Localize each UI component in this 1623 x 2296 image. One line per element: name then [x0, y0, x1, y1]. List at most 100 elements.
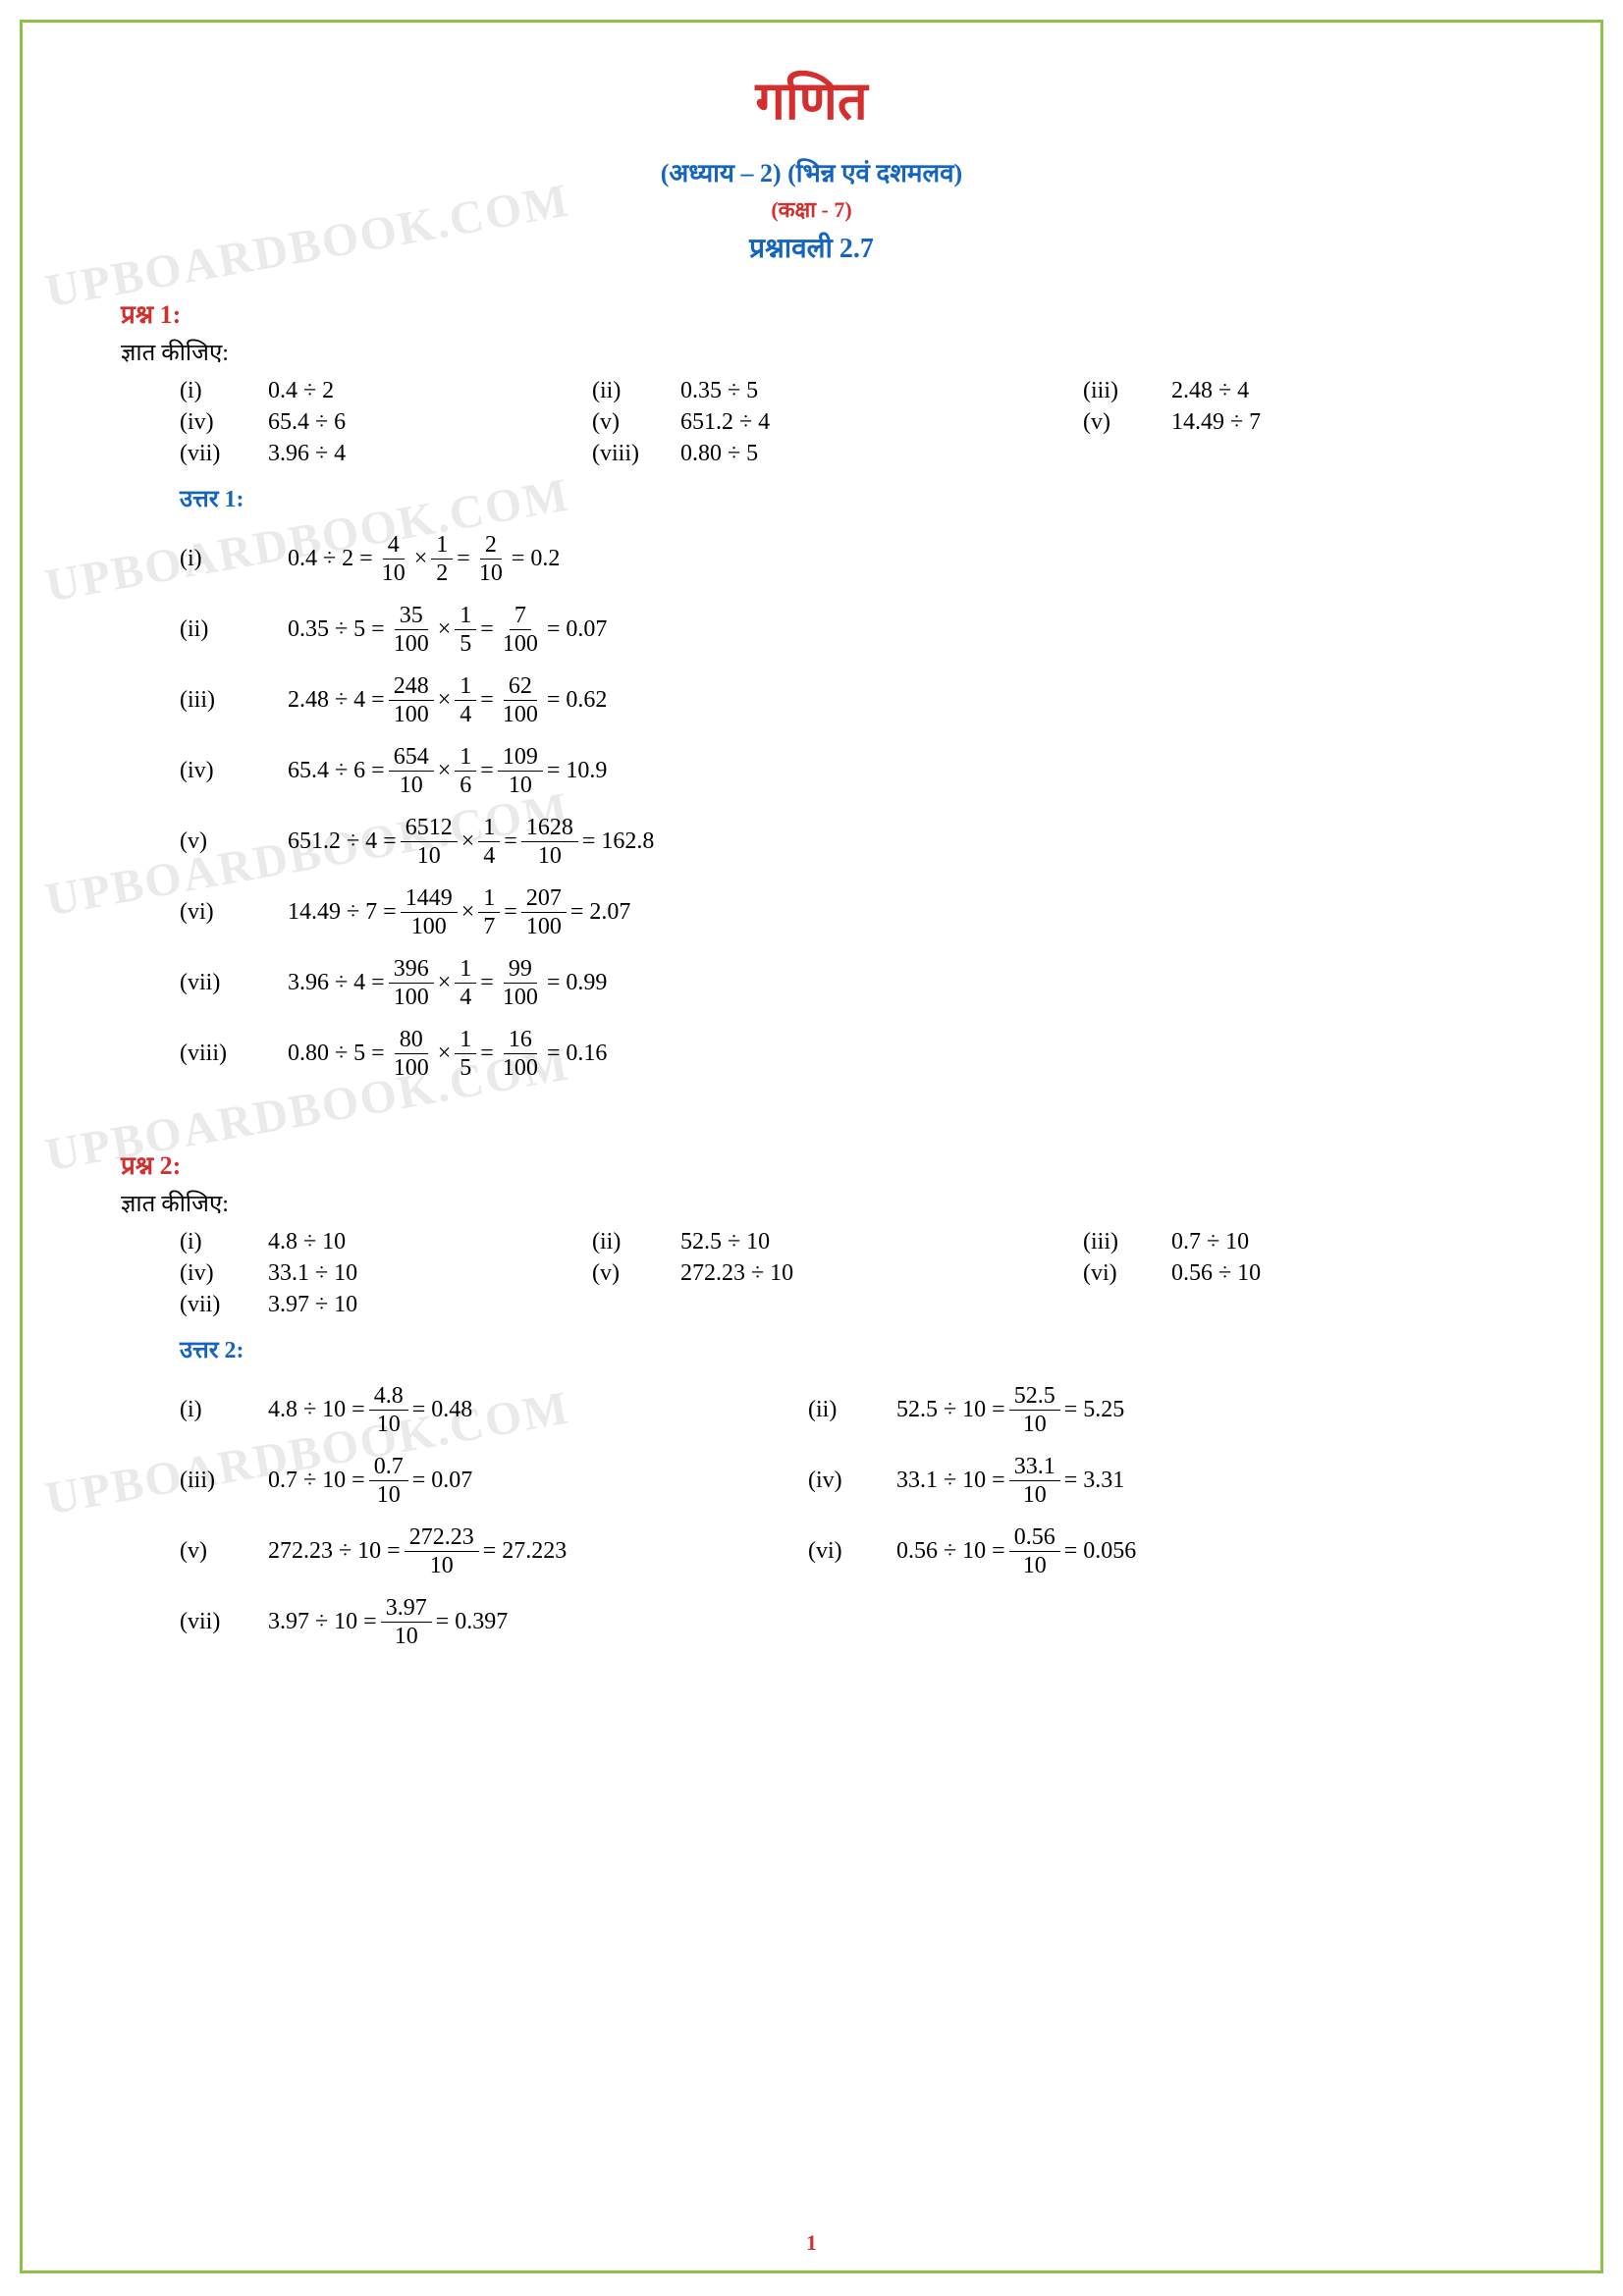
fraction: 248100	[389, 674, 434, 726]
fraction: 3.9710	[381, 1596, 432, 1648]
solution-row: (v)651.2 ÷ 4 = 651210×14=162810 = 162.8	[180, 815, 1561, 868]
class-line: (कक्षा - 7)	[62, 194, 1561, 224]
solution-expression: 33.1 ÷ 10 = 33.110 = 3.31	[896, 1455, 1124, 1507]
exercise-title: प्रश्नावली 2.7	[62, 229, 1561, 266]
roman: (viii)	[592, 441, 680, 467]
fraction: 7100	[498, 604, 543, 656]
roman: (i)	[180, 1229, 268, 1255]
q1-problem-row: (iv)65.4 ÷ 6 (v)651.2 ÷ 4 (v)14.49 ÷ 7	[180, 409, 1561, 436]
solution-expression: 0.7 ÷ 10 = 0.710 = 0.07	[268, 1455, 472, 1507]
q2-problem-row: (i)4.8 ÷ 10 (ii)52.5 ÷ 10 (iii)0.7 ÷ 10	[180, 1229, 1561, 1255]
problem-text: 0.35 ÷ 5	[680, 378, 758, 404]
q2-problem-row: (vii)3.97 ÷ 10	[180, 1292, 1561, 1318]
question-1-label: प्रश्न 1:	[121, 295, 1561, 331]
roman: (vii)	[180, 1609, 268, 1635]
roman: (vii)	[180, 441, 268, 467]
fraction: 162810	[521, 816, 578, 868]
solution-expression: 4.8 ÷ 10 = 4.810 = 0.48	[268, 1384, 472, 1436]
roman: (v)	[180, 1538, 268, 1565]
solution-expression: 0.4 ÷ 2 = 410×12=210 = 0.2	[288, 533, 560, 585]
fraction: 14	[455, 957, 476, 1009]
problem-text: 65.4 ÷ 6	[268, 409, 346, 436]
roman: (i)	[180, 378, 268, 404]
page: UPBOARDBOOK.COM UPBOARDBOOK.COM UPBOARDB…	[20, 20, 1603, 2273]
answer-1-label: उत्तर 1:	[180, 482, 1561, 514]
roman: (vi)	[180, 899, 288, 926]
fraction: 0.710	[369, 1455, 408, 1507]
fraction: 80100	[389, 1028, 434, 1080]
roman: (iii)	[1083, 378, 1171, 404]
roman: (vi)	[1083, 1260, 1171, 1287]
question-2-label: प्रश्न 2:	[121, 1147, 1561, 1182]
solution-row: (ii)0.35 ÷ 5 = 35100×15=7100 = 0.07	[180, 603, 1561, 656]
problem-text: 14.49 ÷ 7	[1171, 409, 1261, 436]
solution-expression: 3.96 ÷ 4 = 396100×14=99100 = 0.99	[288, 957, 607, 1009]
question-1-instruction: ज्ञात कीजिए:	[121, 336, 1561, 368]
roman: (iv)	[180, 758, 288, 784]
fraction: 651210	[401, 816, 458, 868]
problem-text: 0.56 ÷ 10	[1171, 1260, 1261, 1287]
fraction: 10910	[498, 745, 543, 797]
page-title: गणित	[62, 62, 1561, 134]
solution-expression: 651.2 ÷ 4 = 651210×14=162810 = 162.8	[288, 816, 654, 868]
fraction: 0.5610	[1009, 1525, 1060, 1577]
solution-row: (v)272.23 ÷ 10 = 272.2310 = 27.223(vi)0.…	[180, 1524, 1561, 1577]
fraction: 16	[455, 745, 476, 797]
fraction: 210	[474, 533, 508, 585]
fraction: 14	[478, 816, 500, 868]
roman: (v)	[592, 409, 680, 436]
problem-text: 0.80 ÷ 5	[680, 441, 758, 467]
problem-text: 4.8 ÷ 10	[268, 1229, 346, 1255]
fraction: 14	[455, 674, 476, 726]
fraction: 16100	[498, 1028, 543, 1080]
roman: (ii)	[808, 1397, 896, 1423]
q1-problem-row: (i)0.4 ÷ 2 (ii)0.35 ÷ 5 (iii)2.48 ÷ 4	[180, 378, 1561, 404]
problem-text: 0.7 ÷ 10	[1171, 1229, 1249, 1255]
problem-text: 0.4 ÷ 2	[268, 378, 334, 404]
q2-problem-row: (iv)33.1 ÷ 10 (v)272.23 ÷ 10 (vi)0.56 ÷ …	[180, 1260, 1561, 1287]
roman: (iii)	[180, 1468, 268, 1494]
roman: (iii)	[1083, 1229, 1171, 1255]
solution-row: (vii)3.96 ÷ 4 = 396100×14=99100 = 0.99	[180, 956, 1561, 1009]
q1-problem-row: (vii)3.96 ÷ 4 (viii)0.80 ÷ 5	[180, 441, 1561, 467]
roman: (iv)	[808, 1468, 896, 1494]
fraction: 65410	[389, 745, 434, 797]
chapter-line: (अध्याय – 2) (भिन्न एवं दशमलव)	[62, 154, 1561, 189]
page-number: 1	[806, 2230, 817, 2256]
problem-text: 52.5 ÷ 10	[680, 1229, 770, 1255]
fraction: 35100	[389, 604, 434, 656]
roman: (vii)	[180, 970, 288, 996]
roman: (i)	[180, 546, 288, 572]
fraction: 207100	[521, 886, 567, 938]
fraction: 15	[455, 1028, 476, 1080]
problem-text: 3.96 ÷ 4	[268, 441, 346, 467]
roman: (iv)	[180, 409, 268, 436]
fraction: 52.510	[1009, 1384, 1060, 1436]
roman: (iii)	[180, 687, 288, 714]
problem-text: 2.48 ÷ 4	[1171, 378, 1249, 404]
roman: (vii)	[180, 1292, 268, 1318]
fraction: 410	[377, 533, 410, 585]
answer-2-label: उत्तर 2:	[180, 1333, 1561, 1365]
fraction: 1449100	[401, 886, 458, 938]
solution-row: (i)4.8 ÷ 10 = 4.810 = 0.48(ii)52.5 ÷ 10 …	[180, 1383, 1561, 1436]
solution-expression: 14.49 ÷ 7 = 1449100×17=207100 = 2.07	[288, 886, 630, 938]
solution-expression: 272.23 ÷ 10 = 272.2310 = 27.223	[268, 1525, 567, 1577]
solution-row: (viii)0.80 ÷ 5 = 80100×15=16100 = 0.16	[180, 1027, 1561, 1080]
solution-expression: 2.48 ÷ 4 = 248100×14=62100 = 0.62	[288, 674, 607, 726]
solution-row: (vii)3.97 ÷ 10 = 3.9710 = 0.397	[180, 1595, 1561, 1648]
fraction: 12	[431, 533, 453, 585]
roman: (v)	[180, 828, 288, 855]
solution-expression: 3.97 ÷ 10 = 3.9710 = 0.397	[268, 1596, 508, 1648]
solution-expression: 65.4 ÷ 6 = 65410×16=10910 = 10.9	[288, 745, 607, 797]
fraction: 15	[455, 604, 476, 656]
roman: (viii)	[180, 1041, 288, 1067]
roman: (iv)	[180, 1260, 268, 1287]
fraction: 33.110	[1009, 1455, 1060, 1507]
fraction: 4.810	[369, 1384, 408, 1436]
solution-row: (iv)65.4 ÷ 6 = 65410×16=10910 = 10.9	[180, 744, 1561, 797]
problem-text: 651.2 ÷ 4	[680, 409, 770, 436]
problem-text: 3.97 ÷ 10	[268, 1292, 357, 1318]
fraction: 62100	[498, 674, 543, 726]
roman: (ii)	[180, 616, 288, 643]
